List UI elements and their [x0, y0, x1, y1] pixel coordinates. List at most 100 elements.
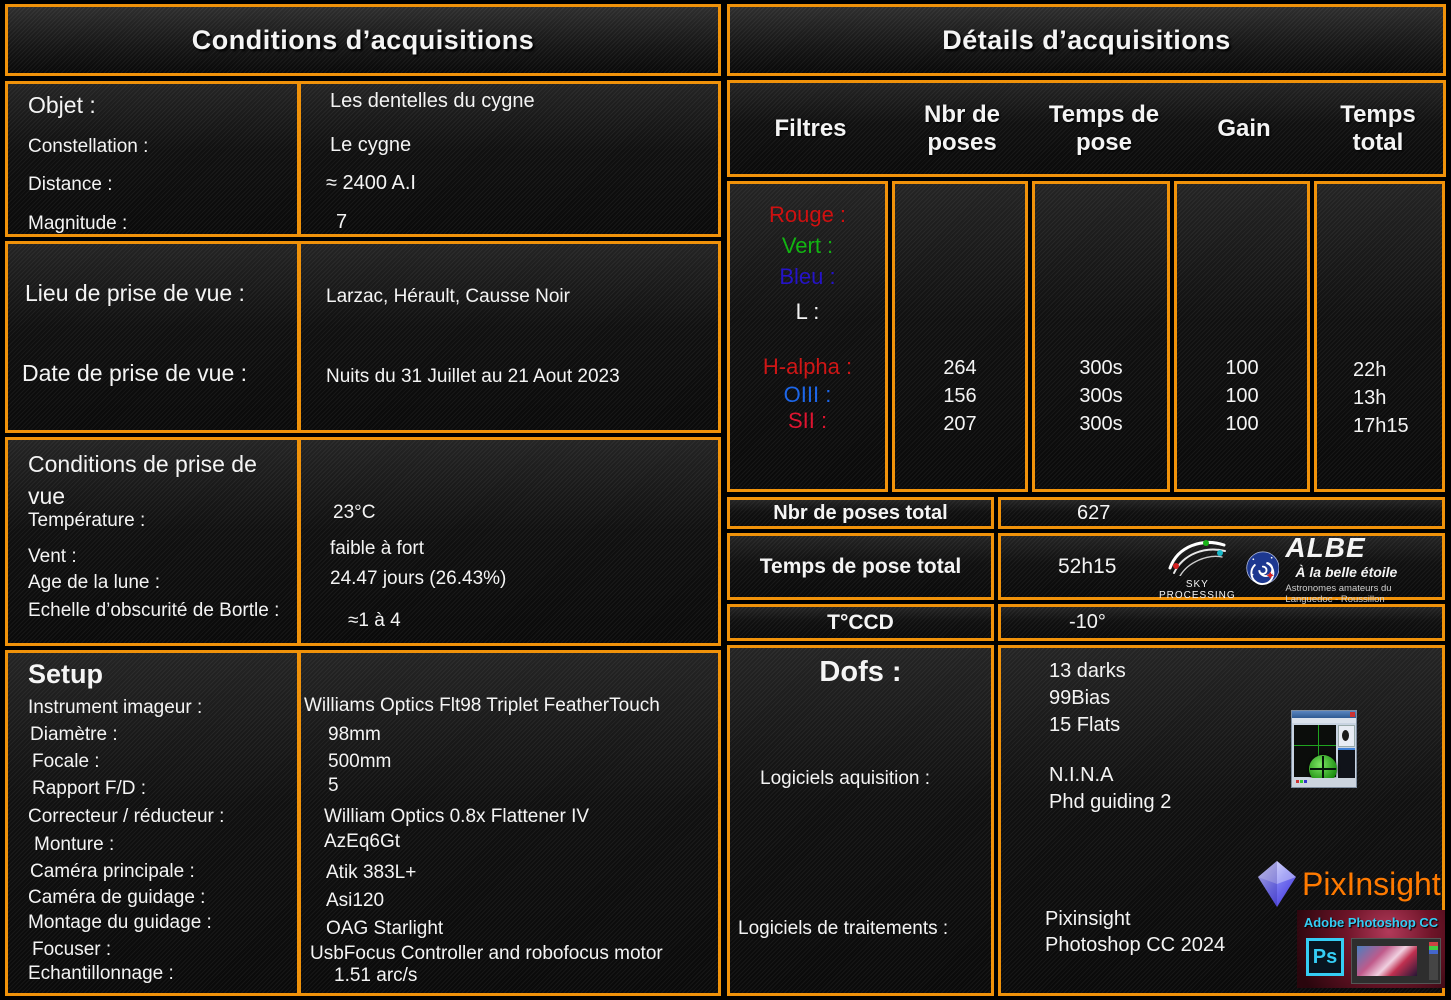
- field-label: Focuser :: [32, 939, 112, 960]
- albe-subtitle: Astronomes amateurs du Languedoc - Rouss…: [1285, 582, 1392, 605]
- processing-software-2: Photoshop CC 2024: [1045, 934, 1226, 956]
- total-oiii: 13h: [1353, 387, 1387, 409]
- right-panel-title-text: Détails d’acquisitions: [942, 24, 1231, 55]
- phd-guiding-screenshot: [1291, 710, 1357, 788]
- field-value: UsbFocus Controller and robofocus motor: [310, 943, 663, 964]
- field-value: AzEq6Gt: [324, 831, 401, 852]
- field-value: Le cygne: [330, 134, 412, 156]
- field-value: 23°C: [333, 502, 376, 523]
- field-label: Focale :: [32, 751, 100, 772]
- filter-l: L :: [795, 299, 820, 324]
- phd-graph-panel: [1338, 748, 1355, 779]
- field-value: ≈ 2400 A.I: [326, 172, 416, 194]
- right-panel-title: Détails d’acquisitions: [727, 4, 1446, 76]
- albe-logo: ALBE À la belle étoile Astronomes amateu…: [1246, 532, 1438, 605]
- field-label: Rapport F/D :: [32, 778, 147, 799]
- albe-text: ALBE À la belle étoile Astronomes amateu…: [1285, 532, 1438, 605]
- field-value: ≈1 à 4: [348, 610, 401, 631]
- total-poses-value-box: 627: [998, 497, 1445, 529]
- albe-galaxy-icon: [1246, 551, 1280, 585]
- gain-oiii: 100: [1225, 385, 1259, 407]
- field-value: Atik 383L+: [326, 862, 417, 883]
- filter-oiii: OIII :: [783, 382, 832, 407]
- field-value: Les dentelles du cygne: [330, 90, 535, 112]
- acquisition-software-values: N.I.N.A Phd guiding 2: [1049, 762, 1171, 816]
- total-exposure-value-box: 52h15 SKY PROCESSING: [998, 532, 1445, 605]
- field-label: Constellation :: [28, 136, 149, 157]
- poses-halpha: 264: [943, 357, 977, 379]
- exposure-oiii: 300s: [1079, 385, 1123, 407]
- field-value: Williams Optics Flt98 Triplet FeatherTou…: [304, 695, 660, 716]
- photoshop-ui-thumbnail: [1351, 938, 1441, 984]
- gain-column: 100 100 100: [1174, 181, 1310, 492]
- photoshop-banner-title: Adobe Photoshop CC: [1303, 915, 1439, 930]
- gain-sii: 100: [1225, 413, 1259, 435]
- processing-software-1: Pixinsight: [1045, 908, 1131, 930]
- field-label: Echantillonnage :: [28, 963, 174, 984]
- processing-software-values: Pixinsight Photoshop CC 2024: [1045, 906, 1225, 958]
- field-label: Monture :: [34, 834, 115, 855]
- acquisition-software-2: Phd guiding 2: [1049, 791, 1172, 813]
- phd-statusbar: [1292, 778, 1356, 787]
- field-value: Asi120: [326, 890, 385, 911]
- dofs-heading: Dofs :: [819, 656, 902, 688]
- field-label: Caméra de guidage :: [28, 887, 206, 908]
- col-header-temps-pose: Temps de pose: [1048, 100, 1160, 156]
- acquisition-software-label: Logiciels aquisition :: [760, 768, 931, 789]
- photoshop-banner: Adobe Photoshop CC Ps: [1297, 910, 1445, 988]
- phd-status-dot-green: [1300, 780, 1303, 783]
- phd-close-icon: [1350, 712, 1355, 717]
- phd-status-dot-red: [1296, 780, 1299, 783]
- exposure-column: 300s 300s 300s: [1032, 181, 1170, 492]
- column-divider: [297, 84, 301, 234]
- left-panel-title: Conditions d’acquisitions: [5, 4, 721, 76]
- field-value: 500mm: [328, 751, 392, 772]
- darks-count: 13 darks: [1049, 660, 1126, 682]
- processing-software-label: Logiciels de traitements :: [738, 918, 949, 939]
- filters-column: Rouge : Vert : Bleu : L : H-alpha : OIII…: [727, 181, 888, 492]
- total-halpha: 22h: [1353, 359, 1387, 381]
- photoshop-ps-icon: Ps: [1306, 938, 1344, 976]
- field-label: Date de prise de vue :: [22, 360, 248, 386]
- field-label: Montage du guidage :: [28, 912, 212, 933]
- filter-bleu: Bleu :: [779, 264, 836, 289]
- field-value: William Optics 0.8x Flattener IV: [324, 806, 590, 827]
- field-value: Nuits du 31 Juillet au 21 Aout 2023: [326, 366, 620, 387]
- field-label: Caméra principale :: [30, 861, 195, 882]
- filter-rouge: Rouge :: [768, 202, 847, 227]
- field-label: Lieu de prise de vue :: [25, 280, 245, 306]
- field-label: Objet :: [28, 92, 96, 118]
- phd-menubar: [1292, 718, 1356, 723]
- filters-table-header: Filtres Nbr de poses Temps de pose Gain …: [727, 80, 1446, 177]
- section-heading: Setup: [28, 659, 104, 689]
- total-exposure-label: Temps de pose total: [727, 533, 994, 600]
- pixinsight-wordmark: PixInsight: [1302, 865, 1441, 902]
- field-label: Température :: [28, 510, 146, 531]
- filter-vert: Vert :: [781, 233, 834, 258]
- total-exposure-value: 52h15: [1058, 555, 1117, 578]
- gain-halpha: 100: [1225, 357, 1259, 379]
- column-divider: [297, 440, 301, 643]
- field-label: Correcteur / réducteur :: [28, 806, 225, 827]
- dofs-label-column: Dofs : Logiciels aquisition : Logiciels …: [727, 645, 994, 996]
- field-label: Instrument imageur :: [28, 697, 203, 718]
- field-value: 7: [336, 211, 348, 233]
- ccd-temp-value: -10°: [1069, 611, 1106, 633]
- albe-tagline: À la belle étoile: [1295, 563, 1398, 580]
- phd-star-image: [1342, 730, 1349, 741]
- field-value: 24.47 jours (26.43%): [330, 568, 507, 589]
- section-heading: Conditions de prise de vue: [28, 451, 257, 509]
- setup-section: Setup Instrument imageur : Diamètre : Fo…: [5, 650, 721, 996]
- sky-processing-label: SKY PROCESSING: [1159, 578, 1236, 601]
- bias-count: 99Bias: [1049, 687, 1111, 709]
- field-label: Distance :: [28, 174, 113, 195]
- col-header-gain: Gain: [1217, 114, 1271, 142]
- exposure-sii: 300s: [1079, 413, 1123, 435]
- total-poses-label: Nbr de poses total: [727, 497, 994, 529]
- partner-logos: SKY PROCESSING ALBE À la belle étoile As…: [1159, 532, 1438, 605]
- field-label: Diamètre :: [30, 724, 118, 745]
- phd-status-dot-blue: [1304, 780, 1307, 783]
- field-label: Echelle d’obscurité de Bortle :: [28, 600, 280, 621]
- field-value: 98mm: [328, 724, 381, 745]
